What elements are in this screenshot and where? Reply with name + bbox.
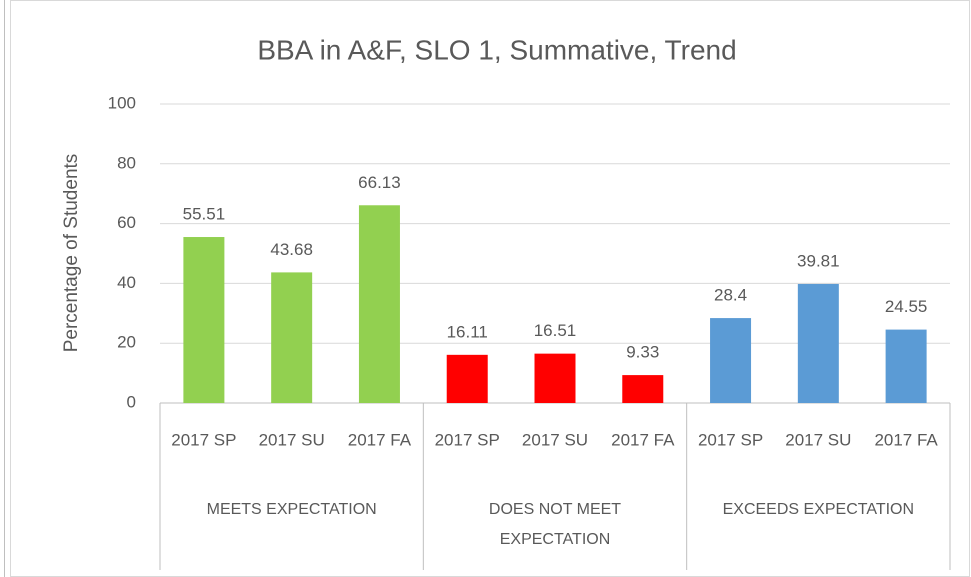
bar [358, 205, 400, 403]
y-tick-label: 20 [117, 333, 136, 352]
y-tick-label: 40 [117, 273, 136, 292]
data-label: 24.55 [885, 297, 928, 316]
data-label: 55.51 [183, 205, 226, 224]
x-tick-label: 2017 FA [348, 430, 412, 449]
data-label: 66.13 [358, 173, 401, 192]
y-tick-label: 60 [117, 213, 136, 232]
group-label: MEETS EXPECTATION [206, 501, 377, 518]
x-tick-label: 2017 SP [435, 430, 500, 449]
x-tick-label: 2017 SP [171, 430, 236, 449]
x-tick-label: 2017 FA [874, 430, 938, 449]
data-label: 28.4 [714, 286, 747, 305]
x-tick-label: 2017 SU [785, 430, 851, 449]
data-label: 16.51 [534, 321, 577, 340]
data-label: 39.81 [797, 251, 840, 270]
y-tick-label: 80 [117, 153, 136, 172]
data-label: 16.11 [447, 322, 488, 341]
chart-title: BBA in A&F, SLO 1, Summative, Trend [257, 34, 736, 65]
data-label: 43.68 [270, 240, 313, 259]
group-label: DOES NOT MEET EXPECTATION [488, 501, 622, 548]
x-tick-label: 2017 FA [611, 430, 675, 449]
group-label: EXCEEDS EXPECTATION [722, 501, 915, 518]
bar [622, 375, 664, 403]
x-tick-label: 2017 SP [698, 430, 763, 449]
x-tick-label: 2017 SU [259, 430, 325, 449]
bar [710, 318, 752, 403]
bar [797, 283, 839, 403]
bar [534, 353, 576, 403]
bar [271, 272, 313, 403]
data-label: 9.33 [626, 343, 659, 362]
bar [885, 329, 927, 403]
y-axis-label: Percentage of Students [61, 154, 82, 353]
bar [446, 354, 488, 403]
y-tick-label: 0 [127, 392, 136, 411]
bar [183, 237, 225, 403]
x-tick-label: 2017 SU [522, 430, 588, 449]
y-tick-label: 100 [108, 93, 136, 112]
